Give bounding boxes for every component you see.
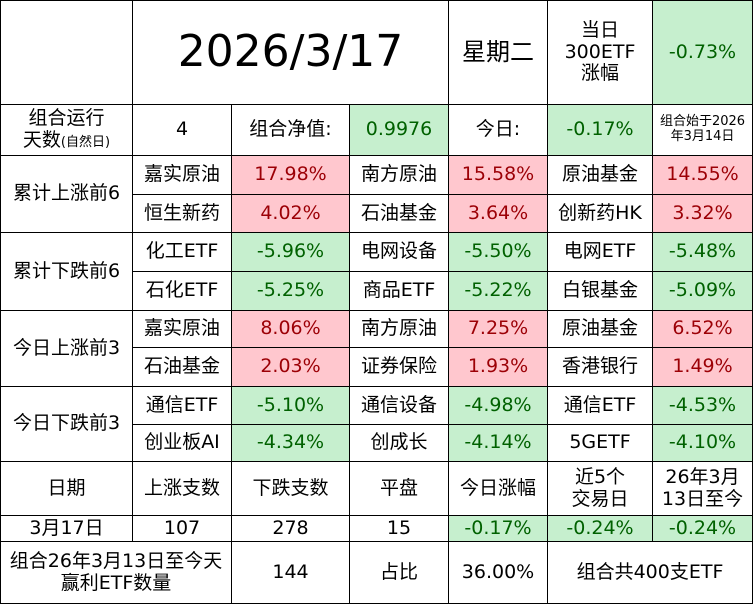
- etf-change: 1.93%: [448, 347, 548, 387]
- group-label: 累计上涨前6: [0, 155, 133, 233]
- etf-change: -5.48%: [652, 232, 753, 272]
- date-title: 2026/3/17: [132, 0, 449, 105]
- etf-name: 通信设备: [349, 386, 449, 425]
- etf-name: 5GETF: [547, 424, 653, 462]
- etf-change: -4.14%: [448, 424, 548, 462]
- etf-name: 恒生新药: [132, 194, 232, 233]
- nav: 0.9976: [349, 104, 449, 156]
- stats-value: -0.17%: [448, 515, 548, 542]
- etf-change: -4.98%: [448, 386, 548, 425]
- etf-name: 电网设备: [349, 232, 449, 272]
- footer-count: 144: [231, 541, 350, 604]
- etf-name: 原油基金: [547, 310, 653, 348]
- weekday: 星期二: [448, 0, 548, 105]
- stats-header: 平盘: [349, 461, 449, 516]
- days: 4: [132, 104, 232, 156]
- etf-change: 3.32%: [652, 194, 753, 233]
- etf-name: 商品ETF: [349, 271, 449, 311]
- ratio-label: 占比: [349, 541, 449, 604]
- etf-name: 创业板AI: [132, 424, 232, 462]
- etf-name: 通信ETF: [132, 386, 232, 425]
- etf-change: -4.10%: [652, 424, 753, 462]
- etf-name: 电网ETF: [547, 232, 653, 272]
- etf-change: -5.22%: [448, 271, 548, 311]
- days-label-main: 组合运行 天数: [22, 107, 105, 151]
- stats-value: 278: [231, 515, 350, 542]
- stats-value: 107: [132, 515, 232, 542]
- etf-name: 香港银行: [547, 347, 653, 387]
- etf-change: -5.09%: [652, 271, 753, 311]
- stats-header: 26年3月 13日至今: [652, 461, 753, 516]
- etf-name: 嘉实原油: [132, 155, 232, 195]
- group-label: 今日下跌前3: [0, 386, 133, 462]
- nav-label: 组合净值:: [231, 104, 350, 156]
- etf-change: 1.49%: [652, 347, 753, 387]
- etf-name: 创成长: [349, 424, 449, 462]
- days-label-text: 组合运行 天数(自然日): [22, 107, 111, 152]
- today-change: -0.17%: [547, 104, 653, 156]
- etf-change: 15.58%: [448, 155, 548, 195]
- index-change-label: 当日 300ETF 涨幅: [547, 0, 653, 105]
- total-note: 组合共400支ETF: [547, 541, 753, 604]
- etf-change: -4.34%: [231, 424, 350, 462]
- etf-name: 嘉实原油: [132, 310, 232, 348]
- etf-name: 创新药HK: [547, 194, 653, 233]
- stats-value: -0.24%: [547, 515, 653, 542]
- days-note: (自然日): [60, 135, 111, 150]
- etf-change: 14.55%: [652, 155, 753, 195]
- footer-label: 组合26年3月13日至今天 赢利ETF数量: [0, 541, 232, 604]
- days-label: 组合运行 天数(自然日): [0, 104, 133, 156]
- etf-name: 通信ETF: [547, 386, 653, 425]
- etf-change: 8.06%: [231, 310, 350, 348]
- stats-value: 15: [349, 515, 449, 542]
- stats-header: 下跌支数: [231, 461, 350, 516]
- start-note: 组合始于2026 年3月14日: [652, 104, 753, 156]
- etf-change: 4.02%: [231, 194, 350, 233]
- group-label: 累计下跌前6: [0, 232, 133, 311]
- etf-name: 石化ETF: [132, 271, 232, 311]
- etf-change: 3.64%: [448, 194, 548, 233]
- etf-name: 化工ETF: [132, 232, 232, 272]
- stats-header: 今日涨幅: [448, 461, 548, 516]
- etf-change: 7.25%: [448, 310, 548, 348]
- etf-name: 石油基金: [132, 347, 232, 387]
- etf-change: -5.25%: [231, 271, 350, 311]
- etf-name: 南方原油: [349, 155, 449, 195]
- etf-change: -5.96%: [231, 232, 350, 272]
- etf-change: -5.10%: [231, 386, 350, 425]
- blank-cell: [0, 0, 133, 105]
- etf-change: -4.53%: [652, 386, 753, 425]
- etf-change: 17.98%: [231, 155, 350, 195]
- etf-name: 石油基金: [349, 194, 449, 233]
- stats-header: 上涨支数: [132, 461, 232, 516]
- index-change: -0.73%: [652, 0, 753, 105]
- etf-change: 2.03%: [231, 347, 350, 387]
- today-label: 今日:: [448, 104, 548, 156]
- stats-value: 3月17日: [0, 515, 133, 542]
- stats-header: 近5个 交易日: [547, 461, 653, 516]
- stats-value: -0.24%: [652, 515, 753, 542]
- stats-header: 日期: [0, 461, 133, 516]
- etf-name: 证券保险: [349, 347, 449, 387]
- etf-name: 原油基金: [547, 155, 653, 195]
- etf-name: 白银基金: [547, 271, 653, 311]
- etf-name: 南方原油: [349, 310, 449, 348]
- ratio: 36.00%: [448, 541, 548, 604]
- group-label: 今日上涨前3: [0, 310, 133, 387]
- etf-change: -5.50%: [448, 232, 548, 272]
- etf-change: 6.52%: [652, 310, 753, 348]
